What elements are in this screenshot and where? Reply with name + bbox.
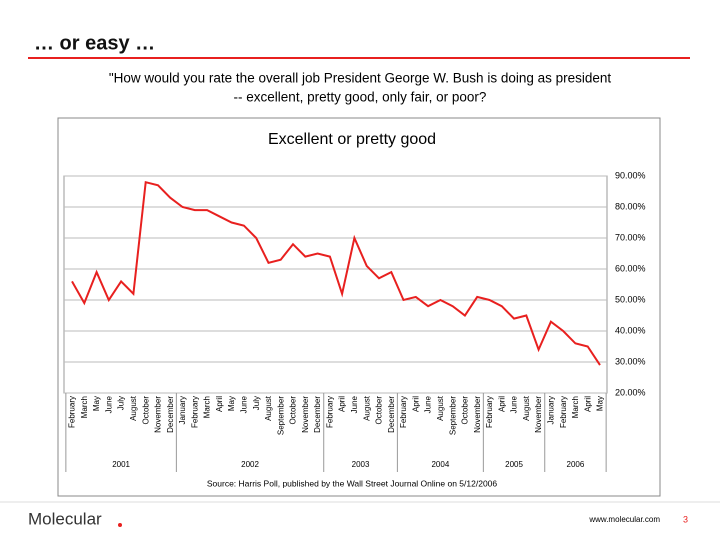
x-tick-label: August — [436, 395, 445, 421]
year-label: 2003 — [352, 460, 370, 469]
x-tick-label: June — [240, 395, 249, 413]
url: www.molecular.com — [588, 515, 660, 524]
logo-dot — [118, 523, 122, 527]
x-tick-label: February — [68, 396, 77, 428]
y-tick-label: 40.00% — [615, 325, 646, 335]
x-tick-label: June — [510, 395, 519, 413]
x-tick-label: March — [571, 396, 580, 418]
x-tick-label: February — [485, 396, 494, 428]
source: Source: Harris Poll, published by the Wa… — [207, 478, 498, 488]
x-tick-label: October — [461, 396, 470, 425]
x-tick-label: December — [166, 396, 175, 433]
x-tick-label: June — [104, 395, 113, 413]
x-tick-label: August — [362, 395, 371, 421]
x-tick-label: November — [154, 396, 163, 433]
x-tick-label: November — [534, 396, 543, 433]
x-tick-label: June — [424, 395, 433, 413]
year-label: 2004 — [431, 460, 449, 469]
x-tick-label: April — [583, 396, 592, 412]
x-tick-label: January — [546, 396, 555, 424]
y-tick-label: 80.00% — [615, 201, 646, 211]
x-tick-label: January — [178, 396, 187, 424]
y-tick-label: 90.00% — [615, 170, 646, 180]
x-tick-label: May — [227, 396, 236, 411]
x-tick-label: April — [497, 396, 506, 412]
x-tick-label: February — [399, 396, 408, 428]
x-tick-label: March — [203, 396, 212, 418]
x-tick-label: October — [375, 396, 384, 425]
page-number: 3 — [683, 514, 688, 524]
y-tick-label: 60.00% — [615, 263, 646, 273]
chart-frame — [57, 117, 661, 497]
y-tick-label: 30.00% — [615, 356, 646, 366]
x-tick-label: April — [411, 396, 420, 412]
line-series — [71, 180, 601, 366]
slide-title: … or easy … — [34, 32, 155, 54]
x-tick-label: October — [141, 396, 150, 425]
x-tick-label: July — [117, 396, 126, 410]
year-label: 2002 — [241, 460, 259, 469]
x-tick-label: February — [190, 396, 199, 428]
year-label: 2005 — [505, 460, 523, 469]
x-tick-label: August — [522, 395, 531, 421]
year-label: 2001 — [112, 460, 130, 469]
logo: Molecular — [28, 509, 102, 528]
y-tick-label: 70.00% — [615, 232, 646, 242]
x-tick-label: September — [276, 396, 285, 435]
x-tick-label: April — [338, 396, 347, 412]
y-tick-label: 20.00% — [615, 387, 646, 397]
x-tick-label: February — [325, 396, 334, 428]
x-tick-label: June — [350, 395, 359, 413]
question-line: "How would you rate the overall job Pres… — [109, 71, 612, 86]
y-tick-label: 50.00% — [615, 294, 646, 304]
x-tick-label: September — [448, 396, 457, 435]
x-tick-label: July — [252, 396, 261, 410]
question-line: -- excellent, pretty good, only fair, or… — [234, 90, 487, 105]
x-tick-label: December — [387, 396, 396, 433]
x-tick-label: October — [289, 396, 298, 425]
x-tick-label: November — [473, 396, 482, 433]
x-tick-label: August — [129, 395, 138, 421]
x-tick-label: March — [80, 396, 89, 418]
x-tick-label: November — [301, 396, 310, 433]
x-tick-label: April — [215, 396, 224, 412]
chart-title: Excellent or pretty good — [268, 131, 436, 148]
x-tick-label: December — [313, 396, 322, 433]
x-tick-label: May — [596, 396, 605, 411]
year-label: 2006 — [567, 460, 585, 469]
x-tick-label: February — [559, 396, 568, 428]
x-tick-label: August — [264, 395, 273, 421]
x-tick-label: May — [92, 396, 101, 411]
